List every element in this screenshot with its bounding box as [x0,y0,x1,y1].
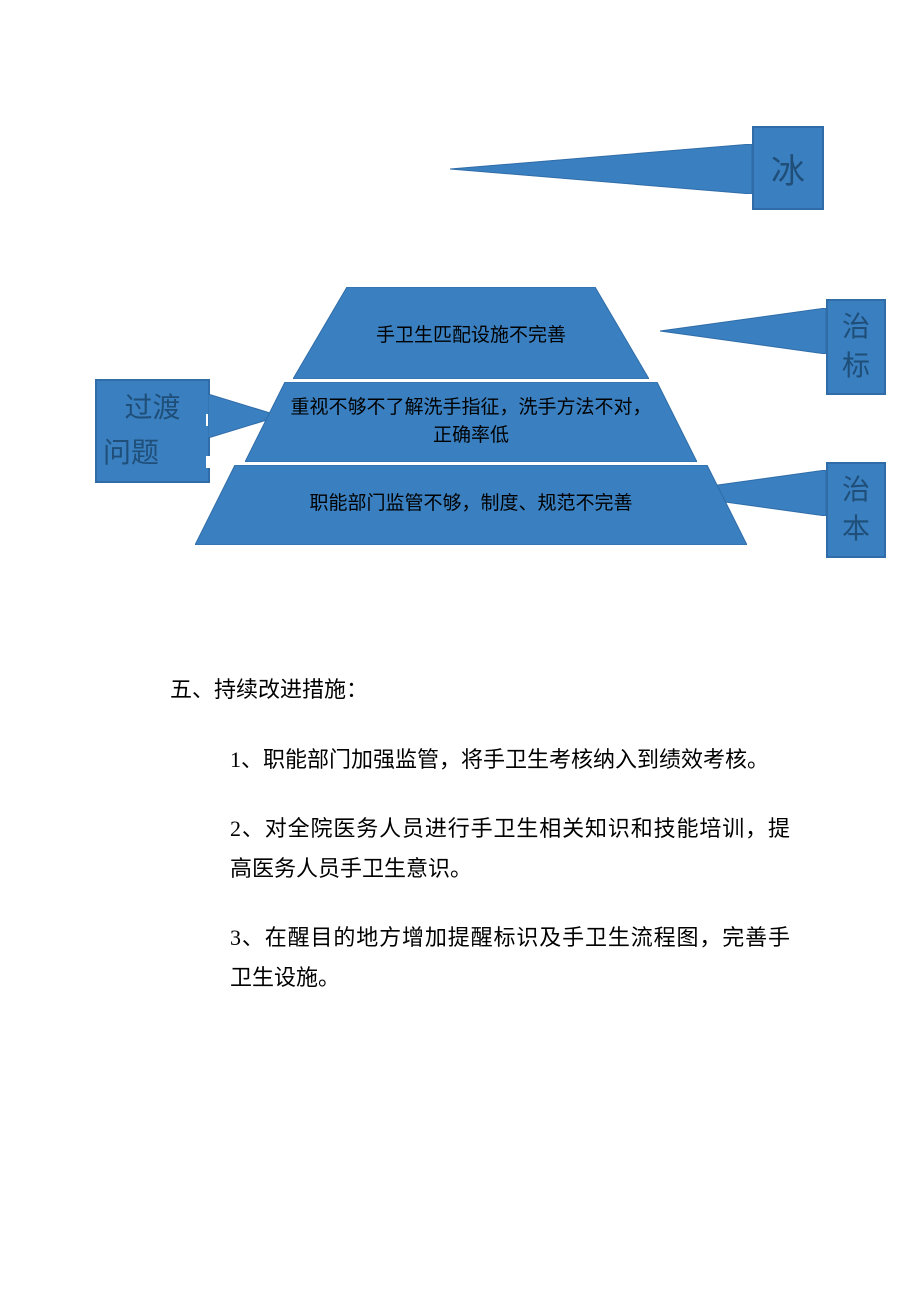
layer-middle-text1: 重视不够不了解洗手指征，洗手方法不对， [290,394,651,423]
box-zhiben-label1: 治 [842,471,870,510]
box-zhibiao-label2: 标 [842,347,870,386]
layer-middle: 重视不够不了解洗手指征，洗手方法不对， 正确率低 [245,382,697,462]
diagram-area: 冰 治 标 治 本 过渡 问题 手卫生匹配设施不完善 重视不够不了解洗手指 [0,0,920,580]
section-heading: 五、持续改进措施： [170,670,790,710]
box-zhiben: 治 本 [826,462,886,558]
arrow-ice [450,144,752,194]
layer-top: 手卫生匹配设施不完善 [293,287,649,379]
layer-bottom-text: 职能部门监管不够，制度、规范不完善 [309,488,632,515]
box-guodu-label2: 问题 [103,432,159,477]
layer-bottom: 职能部门监管不够，制度、规范不完善 [195,465,747,537]
box-ice: 冰 [752,126,824,210]
box-ice-label: 冰 [771,144,805,193]
arrow-zhibiao [660,308,826,354]
box-zhiben-label2: 本 [842,510,870,549]
item-1: 1、职能部门加强监管，将手卫生考核纳入到绩效考核。 [230,740,790,780]
layer-middle-text2: 正确率低 [433,422,509,451]
box-guodu: 过渡 问题 [95,379,210,483]
box-zhibiao-label1: 治 [842,308,870,347]
box-guodu-label1: 过渡 [124,387,180,432]
item-3: 3、在醒目的地方增加提醒标识及手卫生流程图，完善手卫生设施。 [230,918,790,997]
text-section: 五、持续改进措施： 1、职能部门加强监管，将手卫生考核纳入到绩效考核。 2、对全… [170,670,790,1028]
item-2: 2、对全院医务人员进行手卫生相关知识和技能培训，提高医务人员手卫生意识。 [230,809,790,888]
box-zhibiao: 治 标 [826,299,886,395]
layer-top-text: 手卫生匹配设施不完善 [376,320,566,347]
